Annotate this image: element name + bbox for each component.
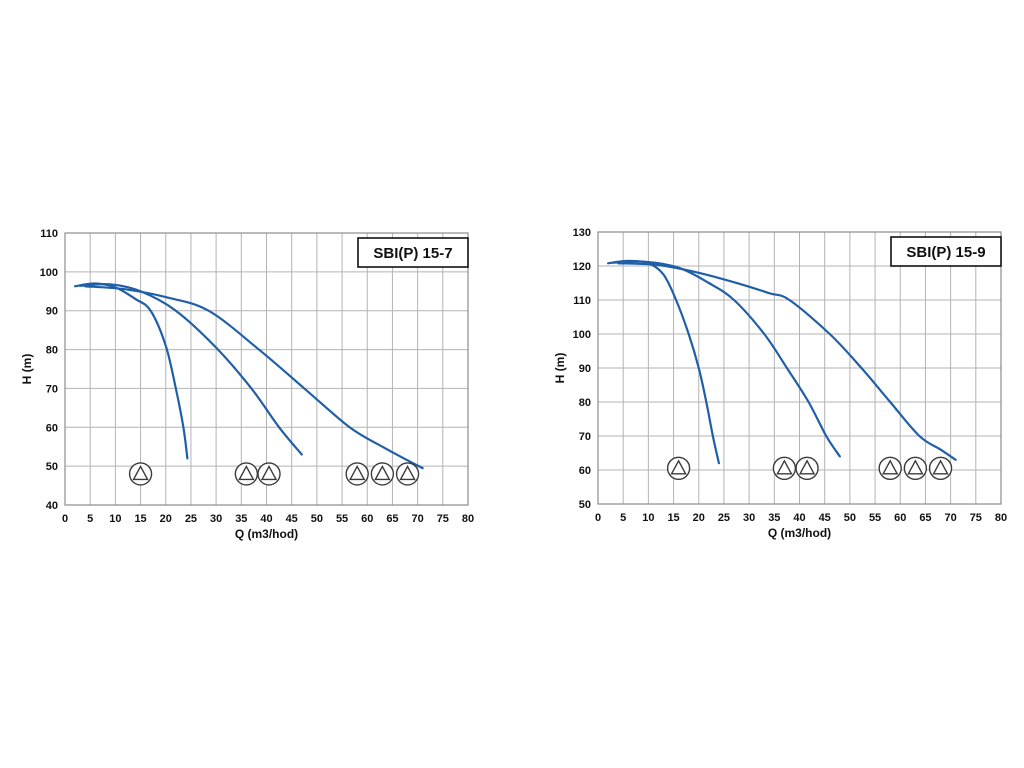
x-tick-label: 80 — [995, 512, 1007, 524]
x-tick-label: 75 — [970, 512, 982, 524]
y-tick-label: 60 — [46, 422, 58, 434]
chart-svg-sbip-15-9: 0 5 10 15 20 25 30 35 40 45 50 55 60 65 70 75 80 50 60 70 80… — [553, 227, 1007, 540]
x-tick-label: 25 — [185, 513, 197, 525]
pump-icon — [128, 462, 153, 486]
x-tick-label: 5 — [87, 513, 93, 525]
chart-svg-sbip-15-7: 0 5 10 15 20 25 30 35 40 45 50 55 60 65 70 75 80 40 50 60 70… — [20, 228, 474, 541]
x-tick-label: 40 — [260, 513, 272, 525]
y-tick-label: 100 — [573, 329, 591, 341]
x-tick-label: 0 — [595, 512, 601, 524]
x-tick-label: 45 — [286, 513, 298, 525]
y-tick-label: 40 — [46, 500, 58, 512]
chart-title: SBI(P) 15-7 — [373, 245, 452, 262]
x-tick-label: 80 — [462, 513, 474, 525]
x-tick-label: 50 — [844, 512, 856, 524]
x-tick-label: 10 — [109, 513, 121, 525]
chart-sbip-15-9: 0 5 10 15 20 25 30 35 40 45 50 55 60 65 70 75 80 50 60 70 80… — [550, 219, 1020, 564]
y-axis-title: H (m) — [553, 353, 567, 384]
x-tick-label: 0 — [62, 513, 68, 525]
pump-curve-1-pump — [606, 259, 720, 465]
y-tick-label: 90 — [579, 363, 591, 375]
y-tick-label: 90 — [46, 306, 58, 318]
y-axis-title: H (m) — [20, 354, 34, 385]
x-tick-label: 40 — [793, 512, 805, 524]
x-tick-label: 10 — [642, 512, 654, 524]
x-tick-label: 30 — [210, 513, 222, 525]
x-tick-label: 70 — [945, 512, 957, 524]
x-tick-label: 15 — [134, 513, 146, 525]
x-axis-title: Q (m3/hod) — [768, 526, 831, 540]
y-tick-label: 120 — [573, 261, 591, 273]
x-tick-label: 70 — [412, 513, 424, 525]
y-tick-label: 110 — [40, 228, 58, 240]
y-tick-label: 50 — [579, 499, 591, 511]
x-tick-label: 55 — [336, 513, 348, 525]
pump-icon — [257, 462, 281, 486]
x-tick-label: 20 — [160, 513, 172, 525]
x-tick-label: 35 — [768, 512, 780, 524]
y-tick-label: 80 — [46, 345, 58, 357]
pump-icon — [345, 462, 369, 486]
pump-icon — [878, 456, 902, 481]
x-tick-label: 65 — [919, 512, 931, 524]
pump-icon — [370, 462, 395, 486]
y-tick-label: 130 — [573, 227, 591, 239]
chart-title-box — [890, 236, 1002, 267]
x-tick-label: 60 — [361, 513, 373, 525]
pump-curve-1-pump — [73, 282, 189, 460]
pump-curve-2-pumps — [612, 260, 841, 458]
x-tick-label: 15 — [667, 512, 679, 524]
pump-curve-3-pumps — [84, 285, 424, 470]
y-tick-label: 70 — [46, 383, 58, 395]
y-tick-label: 100 — [40, 267, 58, 279]
x-tick-label: 45 — [819, 512, 831, 524]
x-tick-label: 30 — [743, 512, 755, 524]
plot-frame — [64, 232, 469, 506]
x-tick-label: 65 — [386, 513, 398, 525]
pump-icon — [395, 462, 420, 486]
x-tick-label: 50 — [311, 513, 323, 525]
chart-sbip-15-7: 0 5 10 15 20 25 30 35 40 45 50 55 60 65 70 75 80 40 50 60 70… — [17, 220, 487, 565]
y-tick-label: 50 — [46, 461, 58, 473]
pump-curve-3-pumps — [617, 262, 957, 461]
y-tick-label: 60 — [579, 465, 591, 477]
pump-icon — [928, 456, 953, 481]
x-tick-label: 75 — [437, 513, 449, 525]
pump-icon — [903, 456, 928, 481]
x-tick-label: 35 — [235, 513, 247, 525]
x-tick-label: 55 — [869, 512, 881, 524]
pump-icon — [666, 456, 691, 481]
y-tick-label: 110 — [573, 295, 591, 307]
pump-icon — [234, 462, 259, 486]
y-tick-label: 70 — [579, 431, 591, 443]
x-tick-label: 25 — [718, 512, 730, 524]
pump-curve-2-pumps — [79, 282, 303, 456]
chart-title: SBI(P) 15-9 — [906, 244, 985, 261]
x-axis-title: Q (m3/hod) — [235, 527, 298, 541]
y-tick-label: 80 — [579, 397, 591, 409]
plot-frame — [597, 231, 1002, 505]
pump-icon — [772, 456, 797, 481]
x-tick-label: 20 — [693, 512, 705, 524]
x-tick-label: 5 — [620, 512, 626, 524]
chart-title-box — [357, 237, 469, 268]
x-tick-label: 60 — [894, 512, 906, 524]
pump-icon — [795, 456, 819, 481]
